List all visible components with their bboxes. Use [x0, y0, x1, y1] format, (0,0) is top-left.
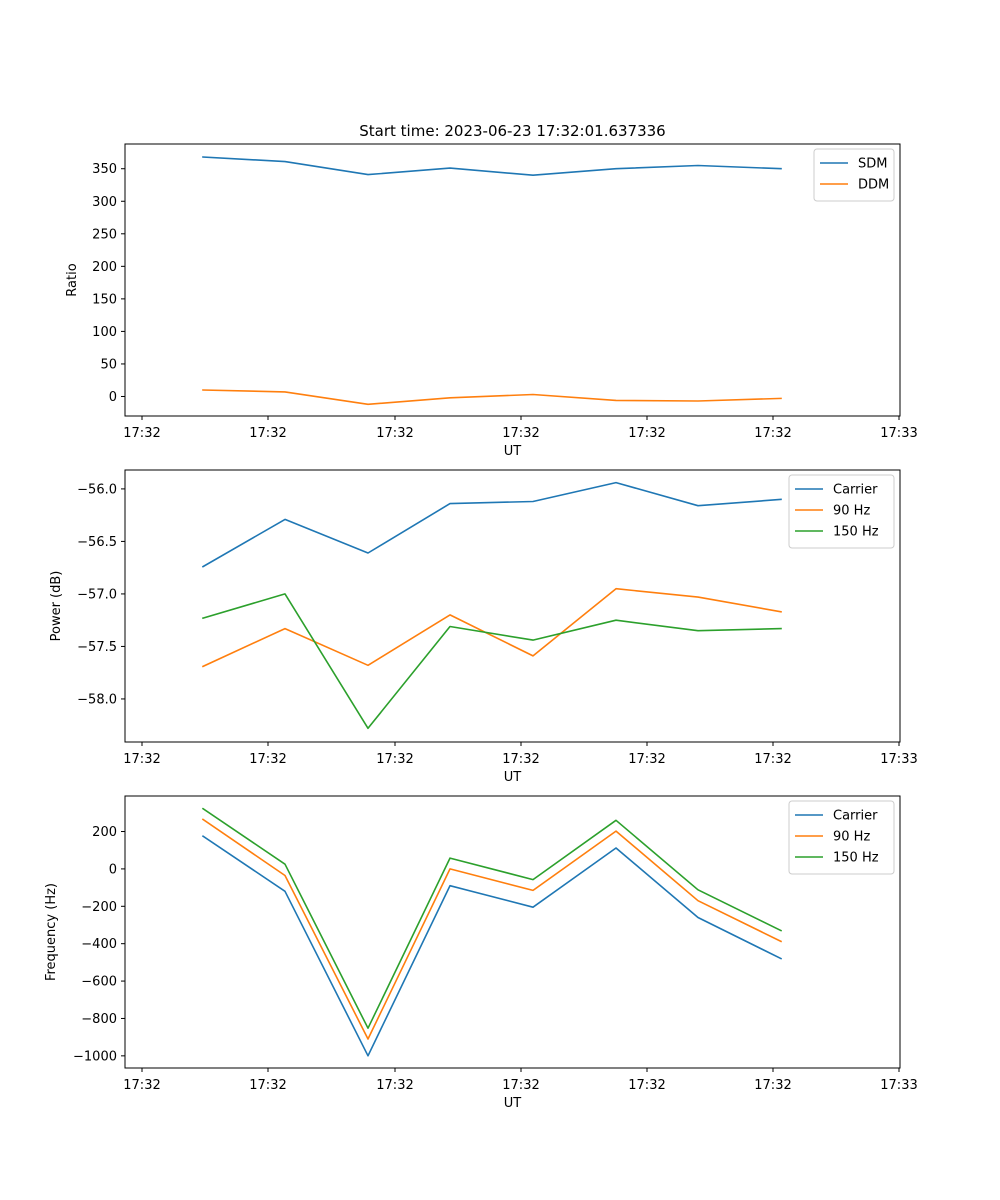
x-tick-label: 17:32: [123, 426, 160, 441]
y-tick-label: −58.0: [77, 692, 117, 707]
x-tick-label: 17:32: [628, 1078, 665, 1093]
y-tick-label: 150: [92, 292, 117, 307]
x-tick-label: 17:32: [376, 1078, 413, 1093]
series-line-90-hz: [201, 587, 782, 668]
x-tick-label: 17:32: [628, 752, 665, 767]
series-line-150-hz: [202, 593, 782, 730]
subplot-1: 17:32 17:32 17:32 17:32 17:32 17:32 17:33 0 50 10…: [65, 143, 918, 459]
x-tick-label: 17:33: [880, 752, 917, 767]
legend: Carrier 90 Hz 150 Hz: [788, 800, 895, 875]
y-tick-label: 250: [92, 227, 117, 242]
y-tick-label: −56.5: [77, 535, 117, 550]
plot-frame: [124, 795, 901, 1069]
plot-frame: [124, 469, 901, 743]
x-tick-label: 17:32: [376, 752, 413, 767]
legend-label: Carrier: [833, 809, 878, 824]
y-tick-label: 300: [92, 195, 117, 210]
legend-label: Carrier: [833, 483, 878, 498]
x-tick-label: 17:32: [249, 752, 286, 767]
x-tick-label: 17:32: [754, 1078, 791, 1093]
y-tick-label: −56.0: [77, 482, 117, 497]
x-tick-label: 17:32: [123, 752, 160, 767]
series-line-carrier: [201, 481, 782, 568]
y-axis-label: Frequency (Hz): [44, 883, 59, 981]
chart-title: Start time: 2023-06-23 17:32:01.637336: [359, 122, 665, 140]
legend-label: DDM: [858, 178, 889, 193]
legend-label: SDM: [858, 157, 887, 172]
y-tick-label: 200: [92, 825, 117, 840]
y-tick-label: 200: [92, 260, 117, 275]
x-tick-label: 17:32: [123, 1078, 160, 1093]
y-tick-label: −600: [81, 975, 117, 990]
y-tick-label: −57.0: [77, 587, 117, 602]
legend-label: 90 Hz: [833, 830, 870, 845]
x-tick-label: 17:33: [880, 426, 917, 441]
y-tick-label: 0: [109, 390, 117, 405]
x-axis-label: UT: [504, 770, 522, 785]
y-tick-label: −57.5: [77, 640, 117, 655]
x-tick-label: 17:32: [628, 426, 665, 441]
x-tick-label: 17:32: [754, 752, 791, 767]
subplot-2: 17:32 17:32 17:32 17:32 17:32 17:32 17:33 −58.0…: [49, 469, 918, 785]
x-tick-label: 17:32: [249, 1078, 286, 1093]
legend-label: 150 Hz: [833, 851, 879, 866]
y-tick-label: 100: [92, 325, 117, 340]
series-line-ddm: [202, 389, 782, 406]
series-line-90-hz: [201, 818, 783, 1040]
x-axis-label: UT: [504, 1096, 522, 1111]
x-tick-label: 17:33: [880, 1078, 917, 1093]
series-line-carrier: [201, 835, 783, 1057]
legend-box: [788, 474, 895, 549]
x-tick-label: 17:32: [754, 426, 791, 441]
y-axis-label: Ratio: [65, 263, 80, 296]
y-tick-label: 350: [92, 162, 117, 177]
x-tick-label: 17:32: [502, 426, 539, 441]
y-tick-label: −200: [81, 900, 117, 915]
y-axis-label: Power (dB): [49, 571, 64, 642]
y-tick-label: 50: [100, 357, 117, 372]
legend-box: [813, 148, 895, 202]
x-axis-label: UT: [504, 444, 522, 459]
legend: SDM DDM: [813, 148, 895, 202]
series-line-sdm: [202, 156, 782, 176]
legend-label: 150 Hz: [833, 525, 879, 540]
series-line-150-hz: [201, 807, 783, 1029]
y-tick-label: −1000: [73, 1049, 117, 1064]
legend: Carrier 90 Hz 150 Hz: [788, 474, 895, 549]
legend-label: 90 Hz: [833, 504, 870, 519]
x-tick-label: 17:32: [502, 1078, 539, 1093]
legend-box: [788, 800, 895, 875]
x-tick-label: 17:32: [249, 426, 286, 441]
x-tick-label: 17:32: [502, 752, 539, 767]
y-tick-label: −800: [81, 1012, 117, 1027]
x-tick-label: 17:32: [376, 426, 413, 441]
y-tick-label: −400: [81, 937, 117, 952]
plot-frame: [124, 143, 901, 417]
subplot-3: 17:32 17:32 17:32 17:32 17:32 17:32 17:33 −1000…: [44, 795, 918, 1111]
y-tick-label: 0: [109, 862, 117, 877]
